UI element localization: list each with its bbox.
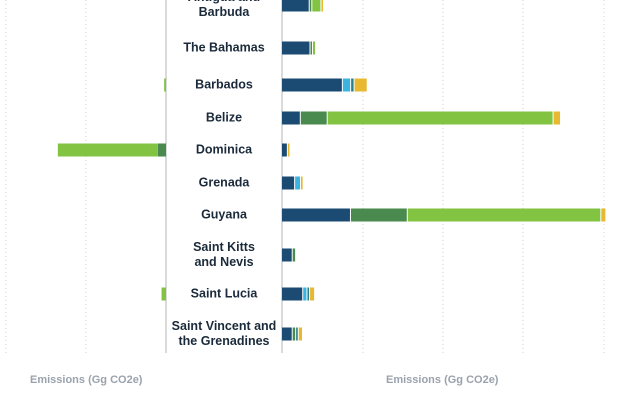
right-bar-segment <box>292 327 296 341</box>
right-bar-segment <box>282 327 292 341</box>
country-label: Grenada <box>198 175 250 190</box>
right-bar-segment <box>287 143 290 157</box>
left-bar-segment <box>161 287 166 301</box>
right-bar-segment <box>313 41 316 55</box>
country-label: Guyana <box>201 207 247 222</box>
right-bar-segment <box>282 0 309 12</box>
right-bar-segment <box>300 111 327 125</box>
right-bar-segment <box>303 287 307 301</box>
right-bar-segment <box>292 248 296 262</box>
right-bar-segment <box>321 0 324 12</box>
right-bar-segment <box>282 248 292 262</box>
country-label: Barbados <box>195 77 253 92</box>
left-bar-segment <box>157 143 166 157</box>
left-axis-title: Emissions (Gg CO2e) <box>30 374 143 386</box>
right-bar-segment <box>282 287 303 301</box>
right-bar-segment <box>351 78 354 92</box>
country-label: Saint Lucia <box>190 286 258 301</box>
left-bar-segment <box>164 78 166 92</box>
right-bar-segment <box>295 176 300 190</box>
right-bar-segment <box>296 327 298 341</box>
right-bar-segment <box>310 287 315 301</box>
country-label: The Bahamas <box>183 40 265 55</box>
country-label: Saint Vincent and the Grenadines <box>171 319 277 348</box>
country-label: Saint Kitts and Nevis <box>193 240 255 269</box>
right-bar-segment <box>282 143 287 157</box>
right-bar-segment <box>312 0 321 12</box>
right-bar-segment <box>300 176 303 190</box>
right-bar-segment <box>282 208 350 222</box>
right-bar-segment <box>309 0 312 12</box>
right-bar-segment <box>407 208 601 222</box>
right-bar-segment <box>553 111 561 125</box>
right-bar-segment <box>282 78 342 92</box>
country-label: Dominica <box>195 142 253 157</box>
country-label: Antigua and Barbuda <box>188 0 260 19</box>
right-bar-segment <box>307 287 310 301</box>
right-bar-segment <box>342 78 351 92</box>
country-label: Belize <box>205 110 243 125</box>
right-bar-segment <box>354 78 367 92</box>
right-bar-segment <box>350 208 407 222</box>
right-bar-segment <box>310 41 313 55</box>
right-bar-segment <box>282 176 295 190</box>
right-bar-segment <box>298 327 302 341</box>
left-bar-segment <box>57 143 158 157</box>
right-axis-title: Emissions (Gg CO2e) <box>386 374 499 386</box>
right-bar-segment <box>601 208 606 222</box>
right-bar-segment <box>282 41 310 55</box>
right-bar-segment <box>282 111 300 125</box>
right-bar-segment <box>327 111 553 125</box>
